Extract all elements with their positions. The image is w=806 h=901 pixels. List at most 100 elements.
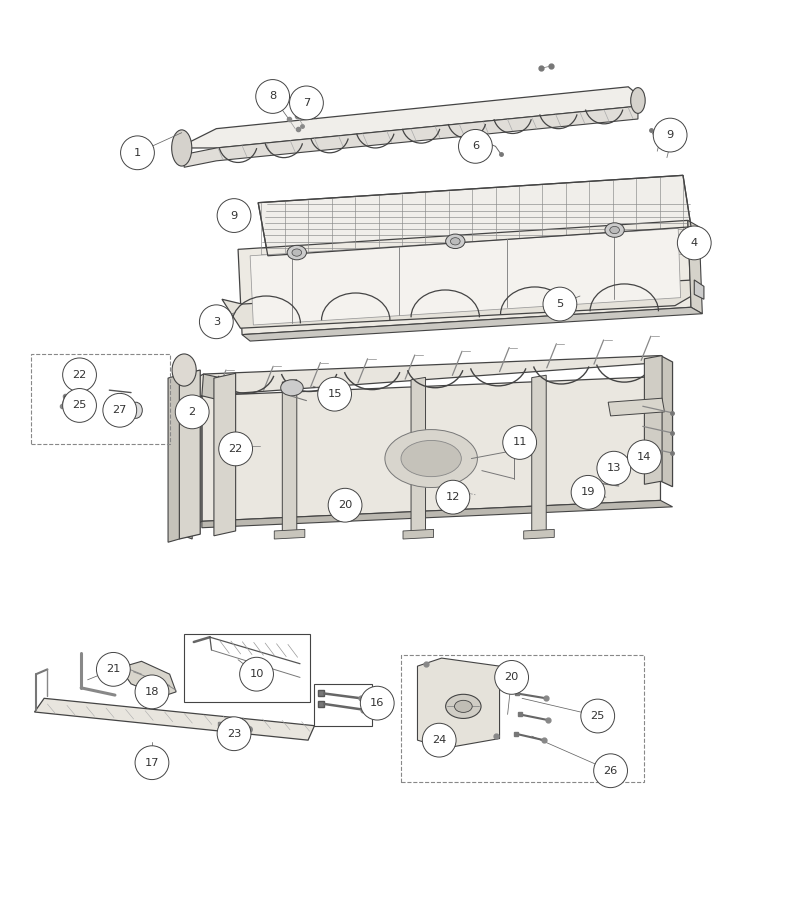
- Polygon shape: [214, 373, 235, 536]
- Bar: [184, 634, 310, 702]
- Circle shape: [199, 305, 233, 339]
- Circle shape: [594, 754, 628, 787]
- Text: 11: 11: [513, 438, 527, 448]
- Circle shape: [63, 388, 97, 423]
- Circle shape: [289, 86, 323, 120]
- Circle shape: [217, 198, 251, 232]
- Polygon shape: [688, 221, 702, 314]
- Polygon shape: [202, 374, 222, 401]
- Circle shape: [495, 660, 529, 695]
- Polygon shape: [524, 530, 555, 539]
- Polygon shape: [35, 698, 314, 740]
- Text: 8: 8: [269, 92, 276, 102]
- Ellipse shape: [610, 226, 620, 233]
- Polygon shape: [403, 530, 434, 539]
- Text: 17: 17: [145, 758, 160, 768]
- Circle shape: [328, 488, 362, 522]
- Ellipse shape: [287, 245, 306, 259]
- Circle shape: [653, 118, 687, 152]
- Polygon shape: [282, 379, 297, 535]
- Circle shape: [97, 652, 131, 687]
- Text: 25: 25: [591, 711, 605, 721]
- Ellipse shape: [631, 87, 645, 114]
- Polygon shape: [418, 658, 500, 748]
- Text: 25: 25: [73, 400, 87, 411]
- Bar: [235, 441, 247, 451]
- Polygon shape: [609, 398, 664, 416]
- Text: 22: 22: [229, 444, 243, 454]
- Ellipse shape: [130, 402, 143, 418]
- Text: 3: 3: [213, 317, 220, 327]
- Polygon shape: [694, 280, 704, 299]
- Text: 27: 27: [113, 405, 127, 415]
- Polygon shape: [238, 221, 691, 334]
- Ellipse shape: [172, 354, 196, 387]
- Text: 19: 19: [581, 487, 596, 497]
- Circle shape: [581, 699, 615, 733]
- Ellipse shape: [385, 430, 477, 487]
- Text: 26: 26: [604, 766, 617, 776]
- Ellipse shape: [446, 695, 481, 718]
- Circle shape: [543, 287, 577, 321]
- Polygon shape: [202, 500, 672, 528]
- Bar: [314, 684, 372, 725]
- Text: 15: 15: [327, 389, 342, 399]
- Circle shape: [628, 440, 661, 474]
- Text: 6: 6: [472, 141, 479, 151]
- Bar: [31, 354, 169, 444]
- Text: 9: 9: [231, 211, 238, 221]
- Text: 24: 24: [432, 735, 447, 745]
- Text: 21: 21: [106, 664, 121, 674]
- Polygon shape: [177, 86, 638, 148]
- Text: 9: 9: [667, 130, 674, 140]
- Text: 14: 14: [638, 452, 651, 462]
- Text: 20: 20: [338, 500, 352, 510]
- Ellipse shape: [401, 441, 461, 477]
- Circle shape: [459, 130, 492, 163]
- Polygon shape: [179, 370, 200, 539]
- Polygon shape: [120, 661, 176, 696]
- Circle shape: [121, 136, 155, 169]
- Polygon shape: [222, 280, 694, 328]
- Text: 5: 5: [556, 299, 563, 309]
- Polygon shape: [258, 176, 691, 256]
- Text: 2: 2: [189, 407, 196, 417]
- Circle shape: [256, 79, 289, 114]
- Bar: [401, 655, 644, 782]
- Ellipse shape: [280, 379, 303, 396]
- Polygon shape: [242, 307, 702, 341]
- Polygon shape: [202, 377, 660, 522]
- Ellipse shape: [172, 130, 192, 166]
- Circle shape: [360, 687, 394, 720]
- Text: 23: 23: [226, 729, 241, 739]
- Circle shape: [103, 394, 137, 427]
- Polygon shape: [532, 375, 546, 535]
- Text: 10: 10: [249, 669, 264, 679]
- Circle shape: [571, 476, 605, 509]
- Polygon shape: [274, 530, 305, 539]
- Text: 22: 22: [73, 370, 87, 380]
- Polygon shape: [179, 396, 202, 534]
- Circle shape: [318, 378, 351, 411]
- Circle shape: [63, 358, 97, 392]
- Polygon shape: [644, 356, 662, 485]
- Text: 18: 18: [145, 687, 160, 696]
- Polygon shape: [168, 375, 179, 542]
- Ellipse shape: [451, 238, 460, 245]
- Polygon shape: [411, 378, 426, 535]
- Ellipse shape: [605, 223, 625, 237]
- Circle shape: [239, 658, 273, 691]
- Circle shape: [175, 395, 209, 429]
- Text: 7: 7: [303, 98, 310, 108]
- Polygon shape: [179, 356, 668, 409]
- Text: 4: 4: [691, 238, 698, 248]
- Circle shape: [422, 724, 456, 757]
- Circle shape: [677, 226, 711, 259]
- Ellipse shape: [446, 234, 465, 249]
- Polygon shape: [179, 409, 192, 539]
- Ellipse shape: [455, 700, 472, 713]
- Polygon shape: [250, 229, 680, 325]
- Text: 12: 12: [446, 492, 460, 502]
- Text: 16: 16: [370, 698, 384, 708]
- Text: 1: 1: [134, 148, 141, 158]
